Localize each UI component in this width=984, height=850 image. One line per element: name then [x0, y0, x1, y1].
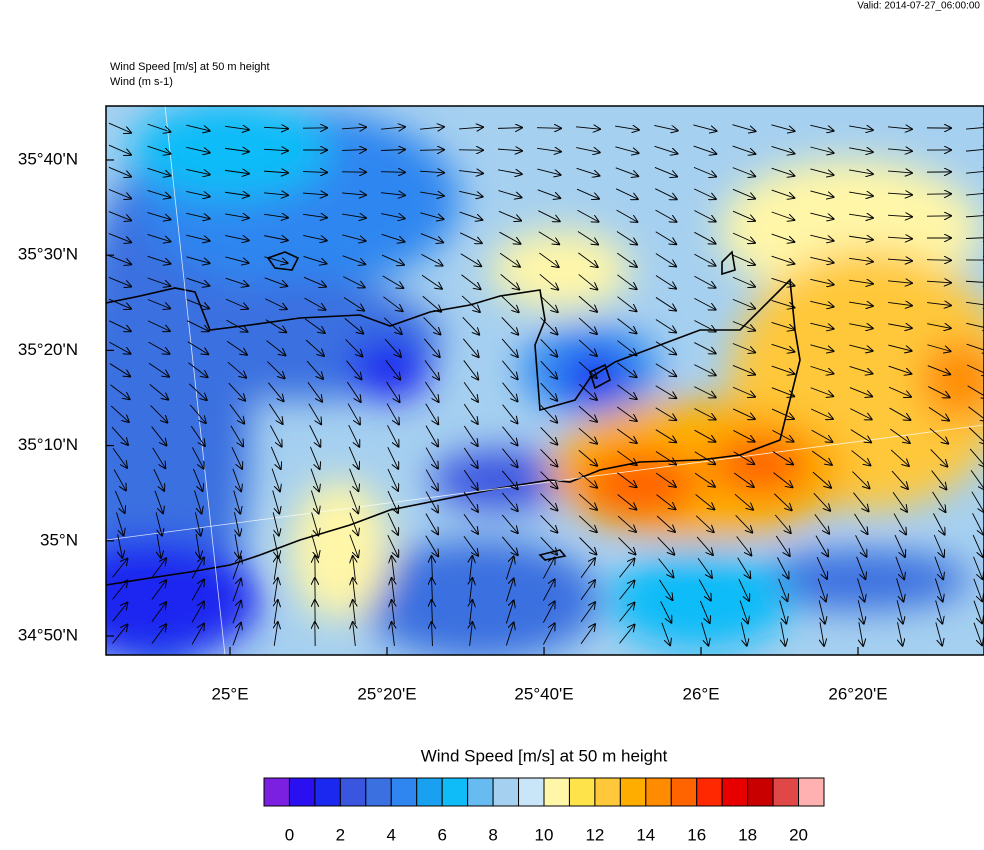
x-tick-label: 26°E — [682, 684, 719, 703]
x-tick-label: 25°20'E — [357, 684, 416, 703]
wind-arrow — [927, 260, 951, 261]
colorbar-box — [722, 778, 747, 806]
colorbar-box — [340, 778, 365, 806]
y-tick-label: 35°20'N — [18, 340, 78, 359]
colorbar-box — [315, 778, 340, 806]
map-title: Wind Speed [m/s] at 50 m height — [110, 61, 270, 73]
wind-field — [40, 100, 984, 680]
x-tick-label: 26°20'E — [828, 684, 887, 703]
colorbar-tick-label: 14 — [636, 825, 655, 844]
colorbar-box — [544, 778, 569, 806]
colorbar-tick-label: 12 — [585, 825, 604, 844]
y-tick-label: 34°50'N — [18, 625, 78, 644]
colorbar-box — [569, 778, 594, 806]
colorbar-box — [799, 778, 824, 806]
colorbar-box — [468, 778, 493, 806]
y-tick-label: 35°10'N — [18, 435, 78, 454]
wind-arrow — [420, 150, 444, 151]
map-subtitle: Wind (m s-1) — [110, 76, 173, 88]
colorbar-box — [748, 778, 773, 806]
colorbar-box — [646, 778, 671, 806]
x-tick-label: 25°E — [211, 684, 248, 703]
colorbar-tick-label: 2 — [336, 825, 345, 844]
colorbar-box — [519, 778, 544, 806]
colorbar-tick-label: 4 — [387, 825, 396, 844]
colorbar-tick-label: 6 — [437, 825, 446, 844]
colorbar-box — [773, 778, 798, 806]
colorbar-box — [366, 778, 391, 806]
colorbar-box — [493, 778, 518, 806]
y-tick-label: 35°40'N — [18, 149, 78, 168]
colorbar-tick-label: 0 — [285, 825, 294, 844]
y-tick-label: 35°N — [40, 530, 78, 549]
colorbar-box — [391, 778, 416, 806]
valid-time: Valid: 2014-07-27_06:00:00 — [857, 1, 980, 12]
colorbar-box — [417, 778, 442, 806]
colorbar-box — [264, 778, 289, 806]
x-tick-label: 25°40'E — [514, 684, 573, 703]
y-tick-label: 35°30'N — [18, 245, 78, 264]
colorbar-tick-label: 10 — [535, 825, 554, 844]
colorbar-box — [595, 778, 620, 806]
colorbar-box — [442, 778, 467, 806]
colorbar-box — [620, 778, 645, 806]
colorbar-box — [697, 778, 722, 806]
colorbar-tick-label: 8 — [488, 825, 497, 844]
colorbar-tick-label: 18 — [738, 825, 757, 844]
colorbar-tick-label: 16 — [687, 825, 706, 844]
colorbar-tick-label: 20 — [789, 825, 808, 844]
colorbar-box — [289, 778, 314, 806]
colorbar-box — [671, 778, 696, 806]
colorbar-title: Wind Speed [m/s] at 50 m height — [421, 746, 668, 765]
